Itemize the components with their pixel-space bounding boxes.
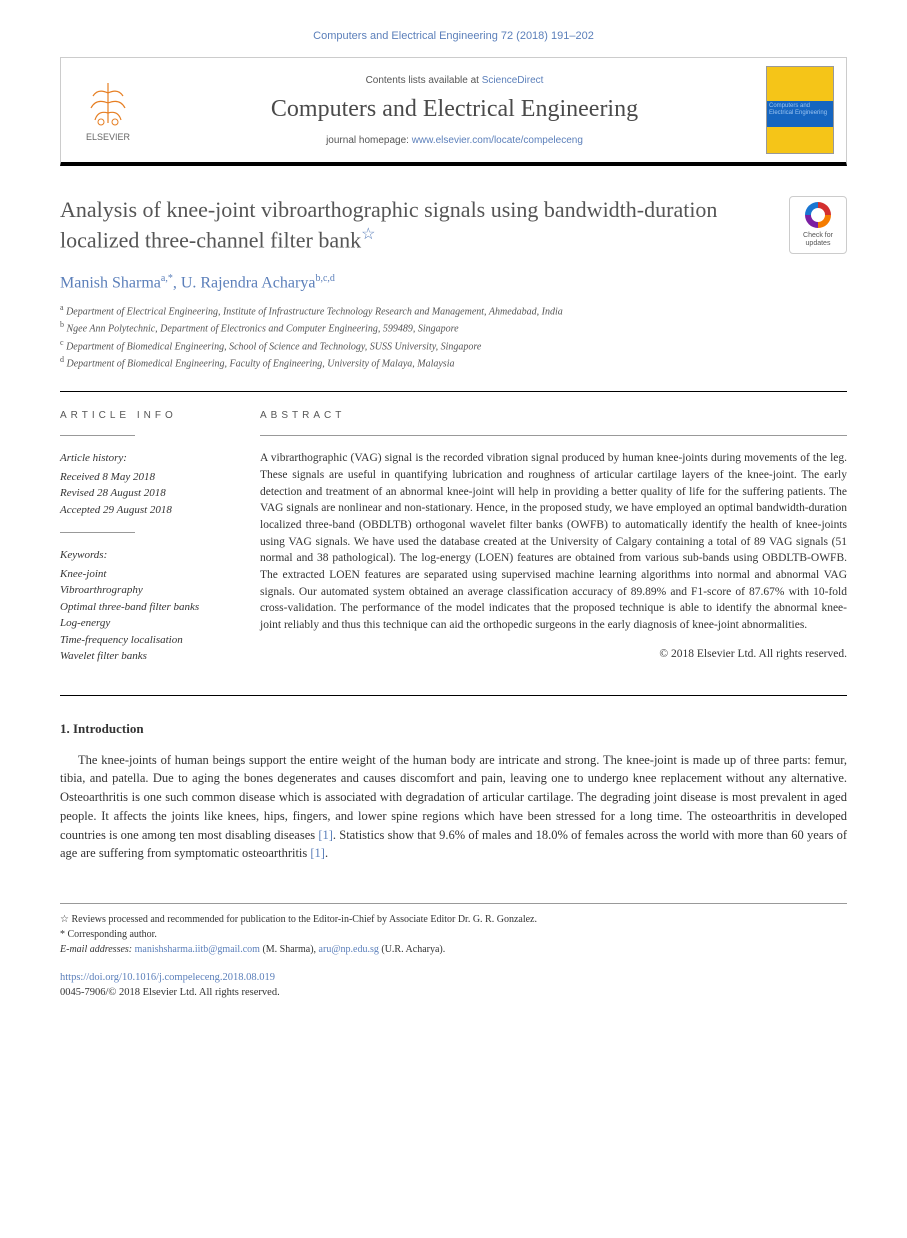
homepage-prefix: journal homepage:: [326, 135, 412, 146]
affil-d-text: Department of Biomedical Engineering, Fa…: [67, 358, 455, 369]
footnote-emails: E-mail addresses: manishsharma.iitb@gmai…: [60, 942, 847, 957]
elsevier-label: ELSEVIER: [86, 132, 130, 142]
info-abstract-row: ARTICLE INFO Article history: Received 8…: [60, 392, 847, 665]
bottom-bar: https://doi.org/10.1016/j.compeleceng.20…: [60, 971, 847, 1000]
keyword-1: Knee-joint: [60, 566, 235, 583]
intro-p1c: .: [325, 846, 328, 860]
affil-b: b Ngee Ann Polytechnic, Department of El…: [60, 319, 847, 336]
intro-ref-2[interactable]: [1]: [310, 846, 325, 860]
affiliations-block: a Department of Electrical Engineering, …: [60, 302, 847, 371]
author-1-affil: a,: [161, 273, 168, 284]
intro-ref-1[interactable]: [1]: [318, 828, 333, 842]
keyword-2: Vibroarthrography: [60, 582, 235, 599]
cover-band-text: Computers and Electrical Engineering: [767, 101, 833, 127]
footnotes-block: ☆ Reviews processed and recommended for …: [60, 903, 847, 957]
history-block: Article history: Received 8 May 2018 Rev…: [60, 450, 235, 518]
email-2-who: (U.R. Acharya).: [379, 944, 445, 955]
author-2-name[interactable]: U. Rajendra Acharya: [181, 274, 316, 291]
divider-after-abstract: [60, 695, 847, 696]
affil-c-text: Department of Biomedical Engineering, Sc…: [66, 341, 481, 352]
journal-homepage: journal homepage: www.elsevier.com/locat…: [143, 135, 766, 146]
journal-title: Computers and Electrical Engineering: [143, 96, 766, 123]
email-label: E-mail addresses:: [60, 944, 135, 955]
elsevier-tree-icon: [83, 78, 133, 128]
authors-line: Manish Sharmaa,*, U. Rajendra Acharyab,c…: [60, 273, 847, 292]
article-info-label: ARTICLE INFO: [60, 410, 235, 421]
article-title: Analysis of knee-joint vibroarthographic…: [60, 196, 769, 255]
abstract-col: ABSTRACT A vibrarthographic (VAG) signal…: [260, 392, 847, 665]
affil-d: d Department of Biomedical Engineering, …: [60, 354, 847, 371]
corr-text: Corresponding author.: [65, 929, 157, 940]
email-2-link[interactable]: aru@np.edu.sg: [319, 944, 379, 955]
affil-a: a Department of Electrical Engineering, …: [60, 302, 847, 319]
check-updates-label: Check for updates: [790, 232, 846, 247]
intro-heading: 1. Introduction: [60, 721, 847, 737]
keyword-3: Optimal three-band filter banks: [60, 599, 235, 616]
footnote-corresponding: * Corresponding author.: [60, 927, 847, 942]
revised-date: Revised 28 August 2018: [60, 485, 235, 502]
contents-line: Contents lists available at ScienceDirec…: [143, 75, 766, 86]
check-updates-button[interactable]: Check for updates: [789, 196, 847, 254]
intro-paragraph-1: The knee-joints of human beings support …: [60, 751, 847, 864]
thin-divider-2: [60, 532, 135, 533]
affil-b-text: Ngee Ann Polytechnic, Department of Elec…: [67, 324, 459, 335]
title-text: Analysis of knee-joint vibroarthographic…: [60, 197, 717, 252]
crossmark-icon: [805, 202, 831, 228]
history-heading: Article history:: [60, 450, 235, 467]
author-sep: ,: [173, 274, 181, 291]
sciencedirect-link[interactable]: ScienceDirect: [482, 75, 544, 86]
contents-prefix: Contents lists available at: [366, 75, 482, 86]
keyword-6: Wavelet filter banks: [60, 648, 235, 665]
keywords-block: Keywords: Knee-joint Vibroarthrography O…: [60, 547, 235, 665]
abstract-copyright: © 2018 Elsevier Ltd. All rights reserved…: [260, 648, 847, 660]
keyword-4: Log-energy: [60, 615, 235, 632]
author-1-name[interactable]: Manish Sharma: [60, 274, 161, 291]
affil-c: c Department of Biomedical Engineering, …: [60, 337, 847, 354]
banner-center: Contents lists available at ScienceDirec…: [143, 75, 766, 146]
issn-copyright: 0045-7906/© 2018 Elsevier Ltd. All right…: [60, 986, 847, 1001]
received-date: Received 8 May 2018: [60, 469, 235, 486]
elsevier-logo: ELSEVIER: [73, 73, 143, 148]
email-1-who: (M. Sharma),: [260, 944, 319, 955]
abstract-text: A vibrarthographic (VAG) signal is the r…: [260, 450, 847, 633]
author-2-affil: b,c,d: [315, 273, 334, 284]
thin-divider-abstract: [260, 435, 847, 436]
title-footnote-star: ☆: [361, 226, 375, 243]
affil-a-text: Department of Electrical Engineering, In…: [66, 306, 563, 317]
article-info-col: ARTICLE INFO Article history: Received 8…: [60, 392, 260, 665]
doi-link[interactable]: https://doi.org/10.1016/j.compeleceng.20…: [60, 972, 275, 983]
review-star-icon: ☆: [60, 914, 69, 925]
keyword-5: Time-frequency localisation: [60, 632, 235, 649]
keywords-heading: Keywords:: [60, 547, 235, 564]
review-text: Reviews processed and recommended for pu…: [69, 914, 537, 925]
citation-text: Computers and Electrical Engineering 72 …: [313, 30, 594, 42]
title-block: Analysis of knee-joint vibroarthographic…: [60, 196, 847, 255]
footnote-review: ☆ Reviews processed and recommended for …: [60, 912, 847, 927]
email-1-link[interactable]: manishsharma.iitb@gmail.com: [135, 944, 260, 955]
journal-cover-thumb: Computers and Electrical Engineering: [766, 66, 834, 154]
homepage-link[interactable]: www.elsevier.com/locate/compeleceng: [412, 135, 583, 146]
thin-divider-1: [60, 435, 135, 436]
introduction-section: 1. Introduction The knee-joints of human…: [60, 721, 847, 864]
accepted-date: Accepted 29 August 2018: [60, 502, 235, 519]
abstract-label: ABSTRACT: [260, 410, 847, 421]
journal-banner: ELSEVIER Contents lists available at Sci…: [60, 57, 847, 166]
running-header: Computers and Electrical Engineering 72 …: [0, 0, 907, 42]
